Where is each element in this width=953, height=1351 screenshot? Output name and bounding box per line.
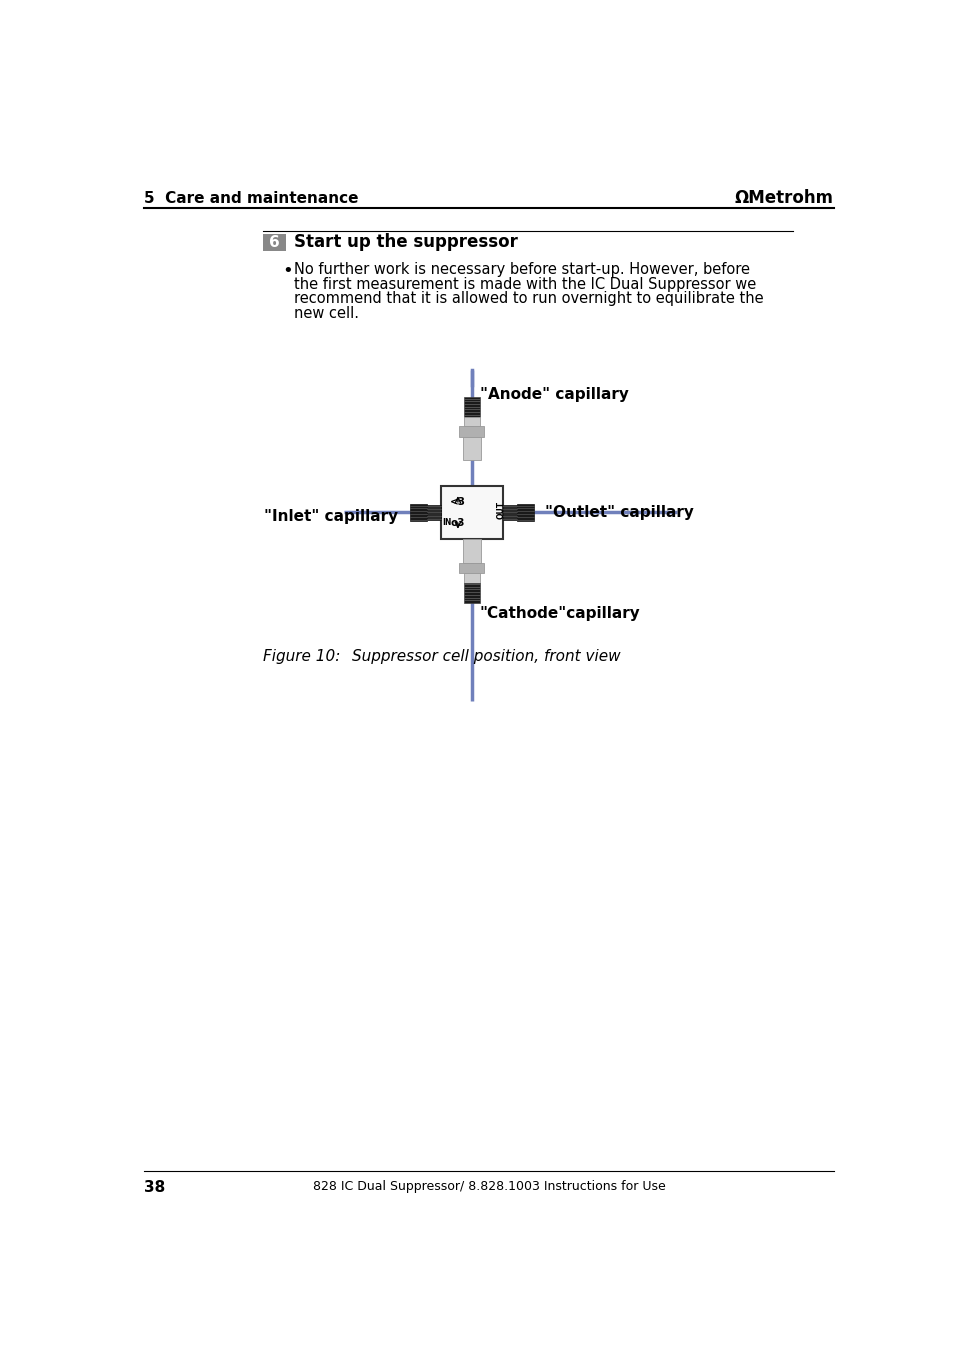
Bar bbox=[462, 436, 480, 461]
Text: ΩMetrohm: ΩMetrohm bbox=[734, 189, 833, 207]
Bar bbox=[517, 504, 534, 521]
Text: the first measurement is made with the IC Dual Suppressor we: the first measurement is made with the I… bbox=[294, 277, 755, 292]
Bar bbox=[440, 485, 502, 539]
Text: "Outlet" capillary: "Outlet" capillary bbox=[545, 505, 694, 520]
Text: No further work is necessary before start-up. However, before: No further work is necessary before star… bbox=[294, 262, 749, 277]
Text: Suppressor cell position, front view: Suppressor cell position, front view bbox=[352, 648, 619, 663]
Text: IN: IN bbox=[442, 517, 452, 527]
Bar bbox=[459, 562, 484, 573]
Bar bbox=[464, 573, 479, 582]
Bar bbox=[464, 397, 479, 417]
Text: Figure 10:: Figure 10: bbox=[262, 648, 339, 663]
Bar bbox=[410, 504, 427, 521]
Bar bbox=[262, 234, 286, 251]
Text: Start up the suppressor: Start up the suppressor bbox=[294, 234, 517, 251]
Bar bbox=[464, 417, 479, 426]
Text: 6: 6 bbox=[269, 235, 279, 250]
Bar bbox=[462, 539, 480, 562]
Bar bbox=[502, 505, 517, 520]
Text: "Cathode"capillary: "Cathode"capillary bbox=[479, 607, 639, 621]
Text: •: • bbox=[282, 262, 293, 280]
Text: OUT: OUT bbox=[497, 501, 505, 519]
Text: <3: <3 bbox=[450, 497, 466, 507]
Text: 5  Care and maintenance: 5 Care and maintenance bbox=[144, 190, 358, 205]
Bar bbox=[464, 582, 479, 603]
Text: new cell.: new cell. bbox=[294, 307, 358, 322]
Text: "Anode" capillary: "Anode" capillary bbox=[479, 386, 628, 403]
Text: "Inlet" capillary: "Inlet" capillary bbox=[264, 509, 397, 524]
Bar bbox=[427, 505, 440, 520]
Text: 828 IC Dual Suppressor/ 8.828.1003 Instructions for Use: 828 IC Dual Suppressor/ 8.828.1003 Instr… bbox=[313, 1179, 664, 1193]
Text: recommend that it is allowed to run overnight to equilibrate the: recommend that it is allowed to run over… bbox=[294, 292, 762, 307]
Text: 38: 38 bbox=[144, 1179, 165, 1196]
Text: o3: o3 bbox=[450, 517, 464, 528]
Bar bbox=[459, 426, 484, 436]
